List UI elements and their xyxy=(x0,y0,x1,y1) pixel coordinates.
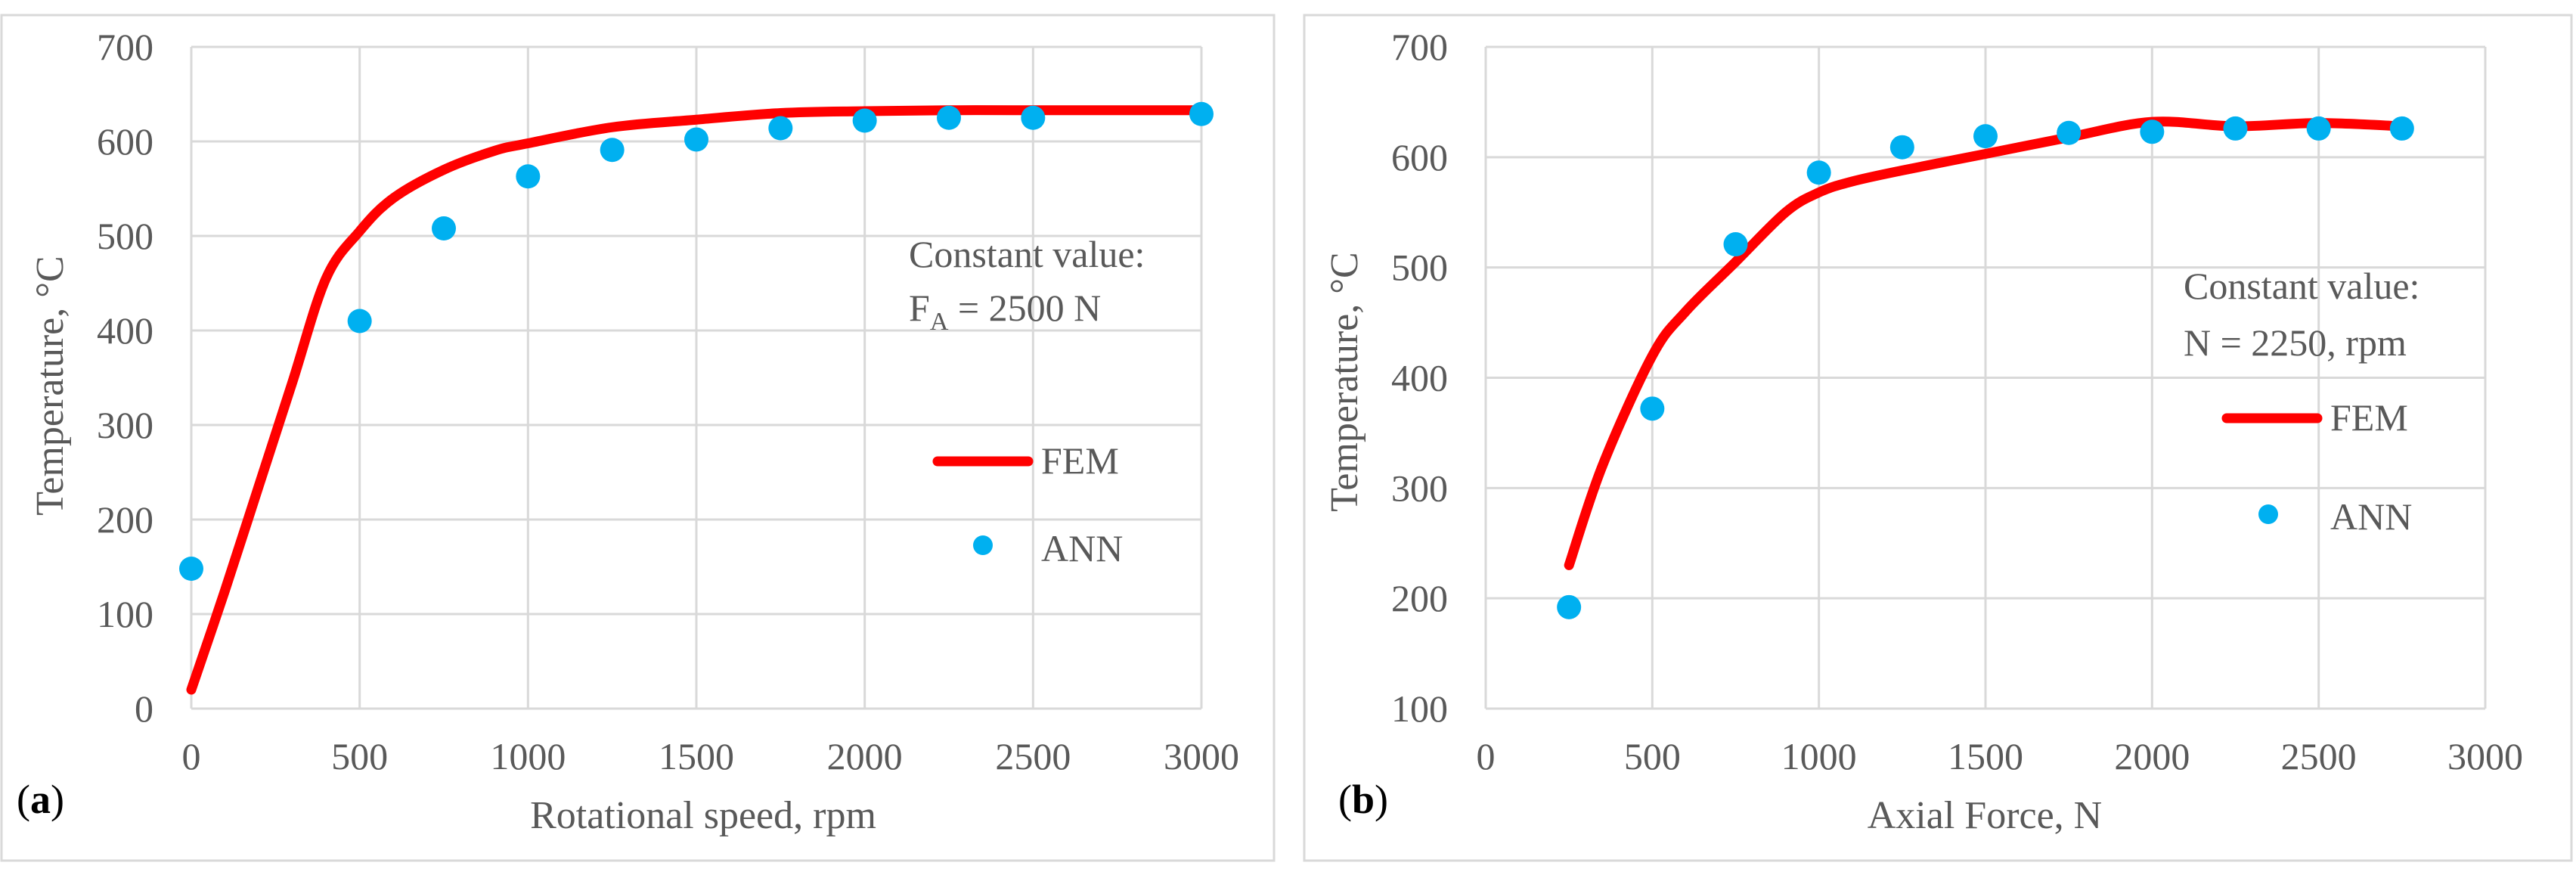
panel-b-ann-point-0 xyxy=(1557,594,1582,619)
panel-b-x-axis-title: Axial Force, N xyxy=(1868,794,2102,837)
panel-b-ann-point-5 xyxy=(1973,124,1998,149)
panel-a-y-tick-2: 200 xyxy=(97,498,153,541)
panel-b-ann-point-9 xyxy=(2306,116,2331,141)
panel-b-ann-point-1 xyxy=(1640,396,1665,421)
panel-a-ann-point-7 xyxy=(852,108,877,133)
panel-a-y-tick-4: 400 xyxy=(97,309,153,352)
panel-b-legend-fem-label: FEM xyxy=(2330,396,2408,439)
panel-a-letter: a xyxy=(30,777,51,822)
panel-a-x-tick-0: 0 xyxy=(182,735,201,777)
panel-a-legend-fem-label: FEM xyxy=(1041,439,1119,482)
panel-a-y-tick-labels: 0 100 200 300 400 500 600 700 xyxy=(97,26,153,730)
panel-b-x-tick-labels: 0 500 1000 1500 2000 2500 3000 xyxy=(1477,735,2524,777)
panel-a-annotation-symbol: F xyxy=(909,287,930,329)
panel-a-y-axis-title: Temperature, °C xyxy=(29,256,72,515)
panel-b-fem-line xyxy=(1564,116,2407,570)
panel-b-legend: FEM ANN xyxy=(2221,396,2412,538)
panel-a-ann-point-3 xyxy=(516,164,541,189)
panel-b-y-tick-3: 400 xyxy=(1391,357,1448,399)
panel-a-ann-point-9 xyxy=(1021,105,1046,130)
panel-a-y-tick-6: 600 xyxy=(97,120,153,163)
panel-a-ann-point-6 xyxy=(768,116,793,141)
panel-b-x-tick-1: 500 xyxy=(1624,735,1681,777)
panel-b-y-tick-2: 300 xyxy=(1391,467,1448,509)
panel-b-legend-ann-label: ANN xyxy=(2330,495,2412,538)
panel-a-legend-ann-label: ANN xyxy=(1041,527,1123,569)
panel-a-ann-points xyxy=(179,101,1214,581)
panel-a-x-axis-title: Rotational speed, rpm xyxy=(530,794,876,837)
panel-b-x-tick-6: 3000 xyxy=(2447,735,2523,777)
panel-b-y-tick-4: 500 xyxy=(1391,247,1448,289)
panel-a-y-tick-1: 100 xyxy=(97,593,153,635)
panel-a-y-tick-7: 700 xyxy=(97,26,153,68)
panel-b-x-tick-4: 2000 xyxy=(2114,735,2190,777)
panel-b-ann-point-7 xyxy=(2140,119,2165,144)
panel-a: 0 100 200 300 400 500 600 700 0 500 1000 1500 2000 2… xyxy=(0,14,1276,862)
panel-b: 100 200 300 400 500 600 700 0 500 1000 1500 2000 25… xyxy=(1303,14,2573,862)
panel-a-y-tick-5: 500 xyxy=(97,215,153,257)
panel-a-ann-point-2 xyxy=(432,216,456,240)
panel-b-y-tick-1: 200 xyxy=(1391,577,1448,619)
panel-a-x-tick-3: 1500 xyxy=(659,735,734,777)
panel-b-letter: b xyxy=(1352,777,1375,822)
panel-b-y-tick-0: 100 xyxy=(1391,687,1448,730)
panel-b-x-tick-5: 2500 xyxy=(2281,735,2357,777)
panel-a-annotation-line1: Constant value: xyxy=(909,233,1145,275)
panel-b-ann-point-10 xyxy=(2389,116,2414,141)
panel-a-ann-point-5 xyxy=(684,127,708,152)
panel-b-annotation-line2: N = 2250, rpm xyxy=(2184,321,2407,364)
panel-b-gridlines xyxy=(1484,45,2487,710)
panel-a-x-tick-5: 2500 xyxy=(995,735,1071,777)
panel-b-ann-point-8 xyxy=(2223,116,2248,141)
panel-a-x-tick-4: 2000 xyxy=(827,735,903,777)
panel-b-legend-ann-swatch xyxy=(2258,504,2278,524)
panel-b-x-tick-3: 1500 xyxy=(1948,735,2023,777)
panel-b-y-tick-5: 600 xyxy=(1391,136,1448,178)
panel-b-ann-point-2 xyxy=(1723,232,1748,257)
panel-a-annotation-value: = 2500 N xyxy=(948,287,1101,329)
panel-a-x-tick-6: 3000 xyxy=(1164,735,1239,777)
panel-a-ann-point-10 xyxy=(1189,101,1214,126)
panel-b-y-tick-6: 700 xyxy=(1391,26,1448,68)
panel-b-x-tick-0: 0 xyxy=(1477,735,1496,777)
panel-a-legend-ann-swatch xyxy=(973,535,993,555)
panel-b-y-axis-title: Temperature, °C xyxy=(1323,252,1366,511)
panel-a-ann-point-8 xyxy=(937,105,961,130)
panel-b-y-tick-labels: 100 200 300 400 500 600 700 xyxy=(1391,26,1448,730)
panel-b-ann-point-3 xyxy=(1806,160,1831,185)
panel-a-x-tick-labels: 0 500 1000 1500 2000 2500 3000 xyxy=(182,735,1240,777)
panel-b-x-tick-2: 1000 xyxy=(1781,735,1857,777)
panel-a-y-tick-0: 0 xyxy=(135,687,153,730)
panel-b-ann-point-6 xyxy=(2057,120,2082,145)
panel-a-annotation-line2: FA = 2500 N xyxy=(909,287,1101,336)
panel-a-frame xyxy=(0,14,1276,862)
panel-b-annotation-line1: Constant value: xyxy=(2184,265,2419,307)
panel-a-y-tick-3: 300 xyxy=(97,404,153,446)
panel-a-x-tick-2: 1000 xyxy=(490,735,566,777)
panel-a-gridlines xyxy=(190,45,1203,710)
panel-a-ann-point-4 xyxy=(600,138,625,163)
panel-b-ann-points xyxy=(1557,116,2414,619)
panel-a-annotation-subscript: A xyxy=(930,308,949,336)
panel-b-label: (b) xyxy=(1338,777,1388,822)
panel-a-ann-point-1 xyxy=(347,309,372,334)
panel-a-x-tick-1: 500 xyxy=(331,735,388,777)
panel-b-ann-point-4 xyxy=(1889,135,1914,160)
panel-a-fem-line xyxy=(186,105,1207,695)
panel-a-legend: FEM ANN xyxy=(932,439,1123,569)
panel-a-label: (a) xyxy=(17,777,64,822)
panel-a-ann-point-0 xyxy=(179,557,203,581)
